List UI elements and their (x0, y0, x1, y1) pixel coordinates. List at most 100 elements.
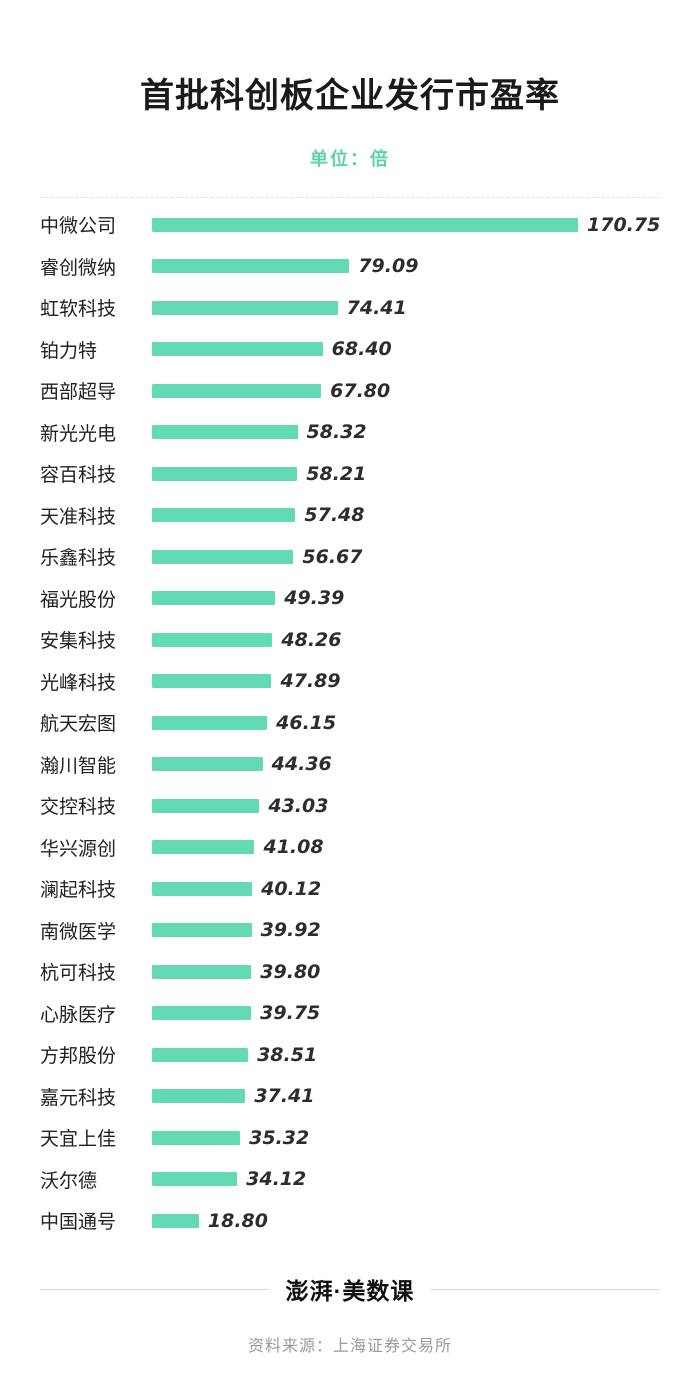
bar-track: 46.15 (152, 712, 660, 734)
bar-label: 南微医学 (40, 921, 117, 943)
chart-row: 天宜上佳 35.32 (40, 1117, 660, 1159)
bar-label: 容百科技 (40, 465, 117, 487)
bar-track: 47.89 (152, 670, 660, 692)
bar (152, 342, 323, 357)
bar-label: 睿创微纳 (40, 257, 117, 279)
bar-label: 华兴源创 (40, 838, 117, 860)
chart-row: 乐鑫科技 56.67 (40, 536, 660, 578)
bar-track: 49.39 (152, 587, 660, 609)
bar-label: 嘉元科技 (40, 1087, 117, 1109)
bar-label: 方邦股份 (40, 1046, 117, 1068)
bar (152, 508, 296, 523)
bar-track: 79.09 (152, 255, 660, 277)
bar-value: 37.41 (254, 1085, 315, 1108)
bar-track: 41.08 (152, 836, 660, 858)
bar (152, 1089, 246, 1104)
bar (152, 632, 273, 647)
bar-track: 170.75 (152, 214, 660, 236)
bar (152, 1213, 199, 1228)
bar-value: 56.67 (302, 545, 363, 568)
bar-value: 44.36 (271, 753, 332, 776)
bar-value: 39.75 (260, 1002, 321, 1025)
bar (152, 591, 276, 606)
footer-rule-right (430, 1288, 661, 1290)
bar-track: 43.03 (152, 795, 660, 817)
bar-label: 中微公司 (40, 216, 117, 238)
bar-track: 39.80 (152, 961, 660, 983)
chart-row: 中微公司 170.75 (40, 204, 660, 246)
chart-row: 铂力特 68.40 (40, 329, 660, 371)
bar-track: 68.40 (152, 338, 660, 360)
bar-value: 46.15 (276, 711, 337, 734)
bar-track: 58.32 (152, 421, 660, 443)
footer-rule-left (40, 1288, 270, 1290)
bar-track: 18.80 (152, 1210, 660, 1232)
bar (152, 798, 260, 813)
bar-value: 43.03 (268, 794, 329, 817)
bar-label: 福光股份 (40, 589, 117, 611)
publisher-logo: 澎湃·美数课 (285, 1278, 415, 1304)
bar-track: 39.92 (152, 919, 660, 941)
bar (152, 549, 294, 564)
bar-value: 47.89 (280, 670, 341, 693)
bar-value: 34.12 (246, 1168, 307, 1191)
bar-track: 34.12 (152, 1168, 660, 1190)
bar-label: 航天宏图 (40, 714, 117, 736)
bar-label: 天准科技 (40, 506, 117, 528)
bar-track: 40.12 (152, 878, 660, 900)
bar-label: 西部超导 (40, 382, 117, 404)
bar (152, 674, 272, 689)
chart-row: 澜起科技 40.12 (40, 868, 660, 910)
bar-value: 67.80 (330, 379, 391, 402)
chart-row: 心脉医疗 39.75 (40, 993, 660, 1035)
bar (152, 1006, 252, 1021)
chart-row: 交控科技 43.03 (40, 785, 660, 827)
chart-row: 杭可科技 39.80 (40, 951, 660, 993)
chart-row: 西部超导 67.80 (40, 370, 660, 412)
bar-track: 57.48 (152, 504, 660, 526)
bar-value: 58.21 (306, 462, 367, 485)
bar-track: 35.32 (152, 1127, 660, 1149)
chart-title: 首批科创板企业发行市盈率 (140, 77, 560, 115)
chart-row: 嘉元科技 37.41 (40, 1076, 660, 1118)
footer: 澎湃·美数课 (40, 1272, 661, 1306)
bar-value: 79.09 (358, 255, 419, 278)
bar (152, 425, 298, 440)
chart-row: 新光光电 58.32 (40, 412, 660, 454)
bar (152, 1130, 241, 1145)
bar (152, 466, 298, 481)
bar (152, 1172, 238, 1187)
bar-label: 天宜上佳 (40, 1129, 117, 1151)
bar-label: 澜起科技 (40, 880, 117, 902)
chart-row: 沃尔德 34.12 (40, 1159, 660, 1201)
bar-label: 铂力特 (40, 340, 98, 362)
bar (152, 383, 322, 398)
chart-row: 安集科技 48.26 (40, 619, 660, 661)
bar-track: 56.67 (152, 546, 660, 568)
bar-value: 57.48 (304, 504, 365, 527)
bar (152, 840, 255, 855)
bar-value: 35.32 (249, 1126, 310, 1149)
chart-row: 中国通号 18.80 (40, 1200, 660, 1242)
chart-row: 航天宏图 46.15 (40, 702, 660, 744)
bar (152, 217, 578, 232)
bar-track: 67.80 (152, 380, 660, 402)
chart-row: 南微医学 39.92 (40, 910, 660, 952)
bar (152, 757, 263, 772)
bar-label: 沃尔德 (40, 1170, 98, 1192)
bar (152, 300, 338, 315)
bar-value: 48.26 (281, 628, 342, 651)
bar-value: 18.80 (207, 1209, 268, 1232)
bar-value: 170.75 (587, 213, 661, 236)
bar-label: 心脉医疗 (40, 1004, 117, 1026)
chart-row: 福光股份 49.39 (40, 578, 660, 620)
bar-value: 38.51 (257, 1043, 318, 1066)
chart-row: 睿创微纳 79.09 (40, 246, 660, 288)
chart-row: 方邦股份 38.51 (40, 1034, 660, 1076)
chart-row: 容百科技 58.21 (40, 453, 660, 495)
chart-row: 华兴源创 41.08 (40, 827, 660, 869)
bar-value: 39.80 (260, 960, 321, 983)
bar-track: 44.36 (152, 753, 660, 775)
bar-label: 新光光电 (40, 423, 117, 445)
